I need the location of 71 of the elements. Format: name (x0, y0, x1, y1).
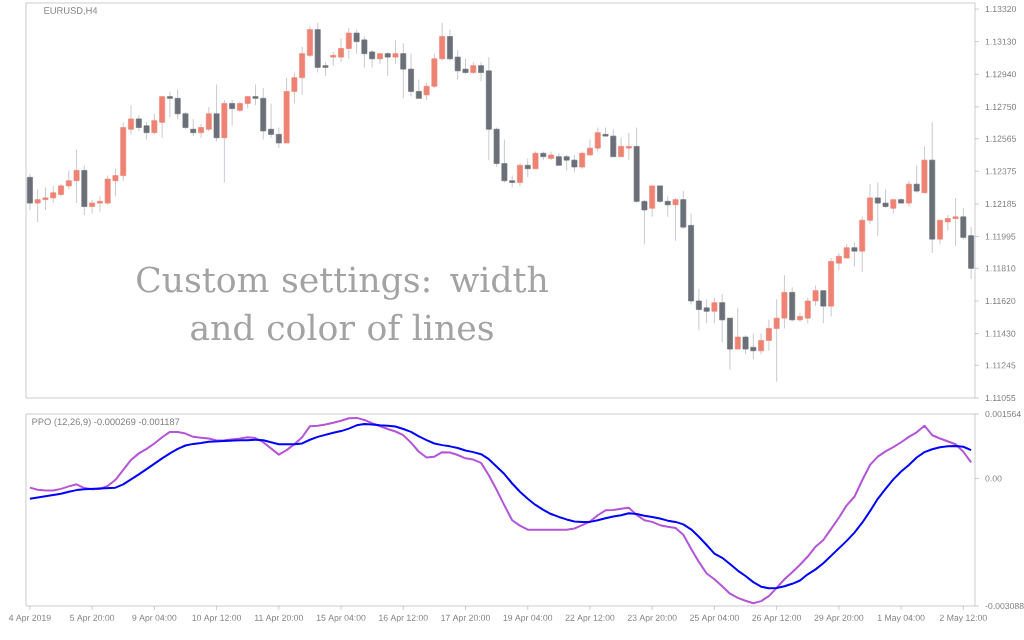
candlestick (268, 102, 274, 139)
candlestick (392, 39, 399, 65)
candlestick (524, 157, 531, 178)
y-tick-label: 1.13130 (985, 38, 1017, 45)
candlestick (664, 195, 671, 218)
candlestick (867, 183, 873, 225)
candlestick (517, 163, 523, 187)
candlestick (478, 61, 484, 82)
x-tick-label: 19 Apr 04:00 (503, 614, 553, 623)
y-tick-label: 1.11620 (985, 297, 1016, 305)
y-tick-label: 1.12375 (985, 168, 1017, 175)
y-tick-label: 0.00 (985, 475, 1002, 482)
x-tick-label: 15 Apr 04:00 (316, 614, 366, 623)
chart-title: PPO (12,26,9) -0.000269 -0.001187 (32, 418, 180, 427)
candlestick (128, 104, 134, 135)
candlestick (649, 185, 656, 218)
candlestick (587, 139, 593, 156)
candlestick (625, 132, 632, 161)
y-tick-label: 1.11055 (985, 394, 1016, 402)
candlestick (198, 123, 204, 139)
x-tick-label: 4 Apr 2019 (8, 614, 51, 623)
x-tick-label: 5 Apr 20:00 (70, 614, 115, 623)
candlestick (711, 297, 718, 324)
candlestick (229, 99, 236, 127)
x-tick-label: 22 Apr 12:00 (565, 614, 615, 623)
x-tick-label: 1 May 04:00 (877, 614, 925, 623)
candlestick (905, 180, 912, 208)
candlestick (758, 333, 764, 355)
candlestick (672, 197, 679, 242)
x-tick-label: 16 Apr 12:00 (379, 614, 428, 623)
y-tick-label: 1.12185 (985, 200, 1017, 207)
y-tick-label: 1.11245 (985, 362, 1016, 369)
candlestick (400, 42, 407, 99)
y-tick-label: -0.003088 (985, 602, 1024, 610)
y-tick-label: 1.12940 (985, 71, 1017, 78)
candlestick (377, 53, 383, 65)
y-tick-label: 1.11810 (985, 265, 1016, 272)
candlestick (734, 307, 741, 350)
x-tick-label: 26 Apr 12:00 (752, 614, 802, 623)
y-tick-label: 0.001564 (985, 410, 1021, 418)
y-tick-label: 1.12750 (985, 103, 1017, 110)
candlestick (345, 27, 352, 60)
y-tick-label: 1.11995 (985, 233, 1016, 240)
candlestick (415, 78, 422, 99)
x-tick-label: 10 Apr 12:00 (192, 614, 242, 623)
candlestick (89, 199, 96, 214)
candlestick (820, 290, 827, 324)
candlestick (851, 242, 858, 268)
x-tick-label: 25 Apr 04:00 (690, 614, 739, 623)
y-tick-label: 1.11430 (985, 330, 1016, 337)
chart-title: EURUSD,H4 (44, 7, 98, 15)
y-tick-label: 1.13320 (985, 5, 1017, 13)
x-tick-label: 23 Apr 20:00 (627, 614, 677, 623)
x-tick-label: 29 Apr 20:00 (814, 614, 864, 623)
candlestick (719, 293, 726, 343)
candlestick (338, 37, 344, 63)
candlestick (447, 29, 453, 62)
x-tick-label: 2 May 12:00 (939, 614, 987, 623)
candlestick (275, 127, 282, 149)
annotation: Custom settings: width and color of lines (137, 265, 548, 341)
candlestick (594, 127, 601, 153)
x-tick-label: 17 Apr 20:00 (441, 614, 490, 623)
x-tick-label: 11 Apr 20:00 (254, 614, 303, 623)
candlestick (408, 53, 414, 98)
candlestick (618, 137, 624, 158)
candlestick (205, 106, 212, 132)
x-tick-label: 9 Apr 04:00 (132, 614, 177, 623)
candlestick (937, 219, 943, 245)
y-tick-label: 1.12565 (985, 135, 1017, 142)
candlestick (913, 164, 920, 194)
candlestick (384, 51, 391, 77)
